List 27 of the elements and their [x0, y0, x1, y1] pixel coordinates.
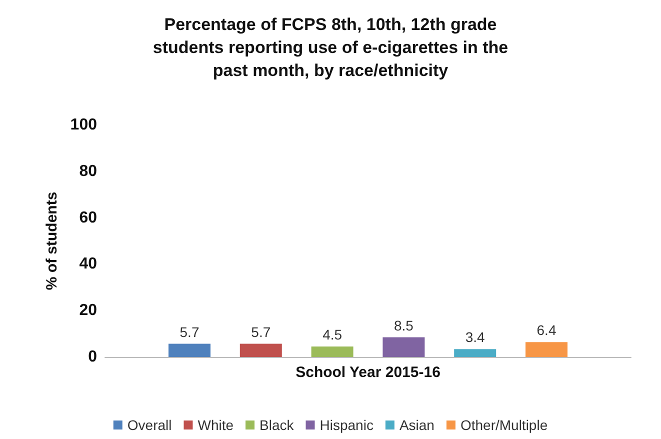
legend-label: Overall — [127, 417, 172, 433]
legend-label: Asian — [399, 417, 434, 433]
data-label: 3.4 — [465, 329, 486, 346]
data-label: 6.4 — [536, 322, 556, 338]
bar — [454, 349, 496, 357]
data-label: 5.7 — [251, 324, 271, 340]
legend-label: Black — [260, 417, 295, 433]
legend-label: Hispanic — [320, 417, 374, 433]
y-tick-label: 80 — [79, 162, 98, 180]
y-tick-label: 40 — [79, 256, 98, 273]
y-tick-label: 20 — [79, 302, 98, 320]
y-tick-label: 0 — [88, 348, 98, 366]
legend-label: Other/Multiple — [460, 417, 548, 433]
bar — [382, 337, 425, 357]
bar — [168, 344, 210, 357]
data-label: 5.7 — [180, 324, 200, 340]
bar — [240, 344, 282, 357]
data-label: 8.5 — [394, 317, 414, 334]
bar — [526, 342, 568, 357]
chart-title: Percentage of FCPS 8th, 10th, 12th grade students reporting use of e-cigarettes in the past month, by race/ethnicity — [152, 15, 508, 80]
y-axis-title: % of students — [43, 192, 60, 290]
bar — [311, 346, 354, 357]
data-label: 4.5 — [322, 326, 342, 343]
y-tick-label: 60 — [79, 209, 98, 226]
x-tick-label: School Year 2015-16 — [296, 364, 440, 381]
legend-label: White — [198, 417, 234, 433]
y-tick-label: 100 — [70, 116, 98, 134]
